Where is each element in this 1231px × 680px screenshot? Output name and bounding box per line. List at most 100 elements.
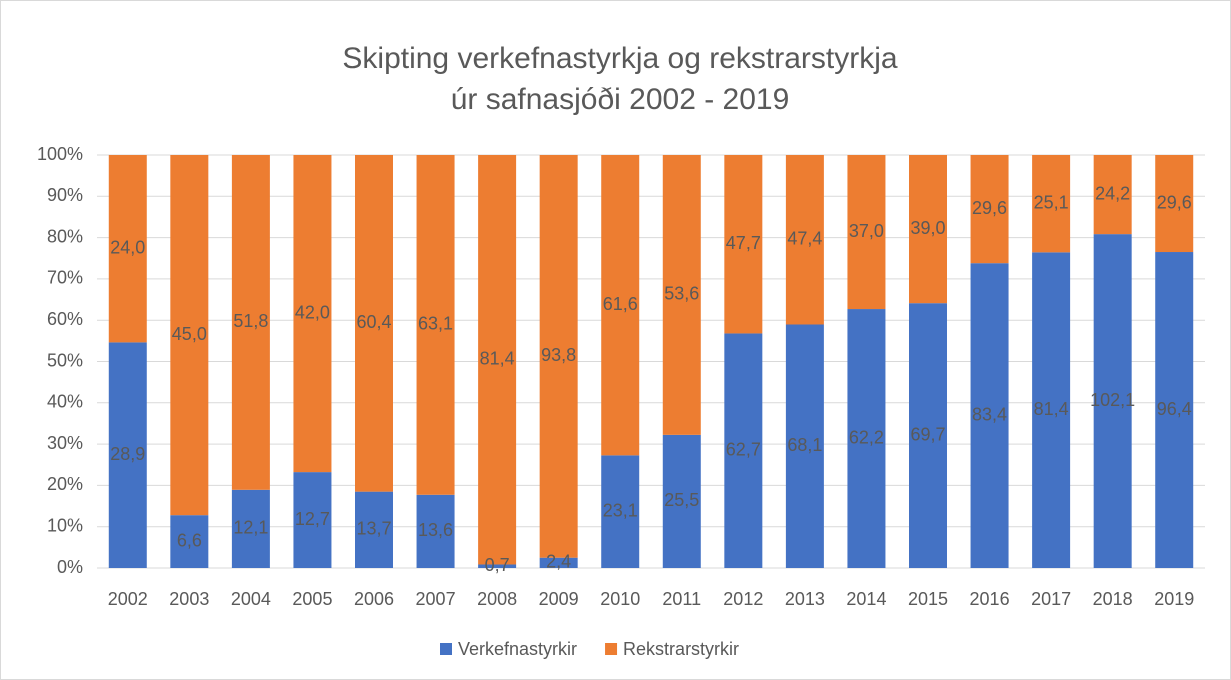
data-label: 47,7 bbox=[726, 233, 761, 253]
data-label: 63,1 bbox=[418, 314, 453, 334]
bar-segment bbox=[170, 515, 209, 568]
x-tick-label: 2019 bbox=[1154, 589, 1194, 609]
data-label: 69,7 bbox=[910, 424, 945, 444]
x-tick-label: 2018 bbox=[1093, 589, 1133, 609]
data-label: 6,6 bbox=[177, 530, 202, 550]
bar-segment bbox=[909, 155, 947, 304]
x-tick-label: 2007 bbox=[416, 589, 456, 609]
y-tick-label: 10% bbox=[47, 515, 83, 535]
x-tick-label: 2011 bbox=[662, 589, 701, 609]
bar-segment bbox=[847, 155, 886, 310]
bar-segment bbox=[970, 155, 1009, 264]
x-tick-label: 2015 bbox=[908, 589, 948, 609]
data-label: 83,4 bbox=[972, 404, 1007, 424]
bar-segment bbox=[724, 333, 763, 568]
x-tick-label: 2002 bbox=[108, 589, 148, 609]
data-label: 13,7 bbox=[356, 519, 391, 539]
bar-segment bbox=[355, 491, 393, 568]
data-label: 61,6 bbox=[603, 294, 638, 314]
x-tick-label: 2008 bbox=[477, 589, 517, 609]
bar-segment bbox=[539, 557, 578, 568]
bar-segment bbox=[170, 155, 209, 516]
data-label: 12,7 bbox=[295, 509, 330, 529]
chart-title: Skipting verkefnastyrkja og rekstrarstyr… bbox=[342, 42, 898, 75]
bar-segment bbox=[108, 342, 147, 568]
data-label: 42,0 bbox=[295, 302, 330, 322]
y-tick-label: 30% bbox=[47, 433, 83, 453]
x-tick-label: 2006 bbox=[354, 589, 394, 609]
data-label: 81,4 bbox=[1034, 399, 1069, 419]
x-tick-label: 2016 bbox=[970, 589, 1010, 609]
legend-swatch bbox=[440, 643, 452, 655]
bar-segment bbox=[1032, 155, 1071, 253]
data-label: 25,1 bbox=[1034, 192, 1069, 212]
y-tick-label: 50% bbox=[47, 350, 83, 370]
x-tick-label: 2010 bbox=[600, 589, 640, 609]
data-label: 102,1 bbox=[1090, 390, 1135, 410]
bar-segment bbox=[108, 155, 147, 343]
bar-segment bbox=[231, 489, 270, 568]
chart-title: úr safnasjóði 2002 - 2019 bbox=[451, 83, 790, 116]
x-tick-label: 2009 bbox=[539, 589, 579, 609]
bar-segment bbox=[1155, 155, 1194, 253]
data-label: 2,4 bbox=[546, 552, 571, 572]
bar-segment bbox=[785, 324, 824, 568]
bar-segment bbox=[1032, 252, 1071, 568]
x-tick-label: 2005 bbox=[292, 589, 332, 609]
data-label: 62,7 bbox=[726, 439, 761, 459]
y-tick-label: 100% bbox=[37, 144, 83, 164]
bar-segment bbox=[601, 455, 640, 568]
bar-segment bbox=[355, 155, 393, 492]
data-label: 62,2 bbox=[849, 427, 884, 447]
bar-segment bbox=[601, 155, 640, 456]
data-label: 68,1 bbox=[787, 435, 822, 455]
legend-label: Verkefnastyrkir bbox=[458, 639, 577, 659]
x-tick-label: 2012 bbox=[723, 589, 763, 609]
bar-segment bbox=[416, 494, 455, 568]
data-label: 53,6 bbox=[664, 284, 699, 304]
bar-segment bbox=[724, 155, 763, 334]
data-label: 29,6 bbox=[1157, 192, 1192, 212]
bar-segment bbox=[293, 472, 332, 568]
data-label: 60,4 bbox=[356, 312, 391, 332]
data-label: 81,4 bbox=[480, 348, 515, 368]
y-tick-label: 80% bbox=[47, 226, 83, 246]
bar-segment bbox=[478, 564, 517, 568]
y-tick-label: 40% bbox=[47, 392, 83, 412]
x-tick-label: 2013 bbox=[785, 589, 825, 609]
data-label: 39,0 bbox=[910, 218, 945, 238]
data-label: 29,6 bbox=[972, 198, 1007, 218]
y-tick-label: 20% bbox=[47, 474, 83, 494]
data-label: 28,9 bbox=[110, 444, 145, 464]
bar-segment bbox=[416, 155, 455, 495]
x-tick-label: 2003 bbox=[169, 589, 209, 609]
legend-label: Rekstrarstyrkir bbox=[623, 639, 739, 659]
x-tick-label: 2017 bbox=[1031, 589, 1071, 609]
bar-segment bbox=[539, 155, 578, 558]
bar-segment bbox=[785, 155, 824, 325]
data-label: 93,8 bbox=[541, 345, 576, 365]
data-label: 13,6 bbox=[418, 520, 453, 540]
legend-swatch bbox=[605, 643, 618, 655]
x-tick-label: 2014 bbox=[846, 589, 886, 609]
y-tick-label: 90% bbox=[47, 185, 83, 205]
y-tick-label: 0% bbox=[57, 557, 83, 577]
bar-segment bbox=[970, 263, 1009, 568]
data-label: 45,0 bbox=[172, 324, 207, 344]
bar-segment bbox=[293, 155, 332, 473]
bar-segment bbox=[231, 155, 270, 490]
data-label: 12,1 bbox=[233, 518, 268, 538]
data-label: 37,0 bbox=[849, 221, 884, 241]
bar-segment bbox=[1155, 252, 1194, 568]
y-tick-label: 60% bbox=[47, 309, 83, 329]
bar-segment bbox=[478, 155, 517, 565]
data-label: 0,7 bbox=[485, 555, 510, 575]
data-label: 25,5 bbox=[664, 490, 699, 510]
data-label: 23,1 bbox=[603, 500, 638, 520]
data-label: 24,0 bbox=[110, 237, 145, 257]
data-label: 96,4 bbox=[1157, 399, 1192, 419]
bar-segment bbox=[847, 309, 886, 568]
data-label: 51,8 bbox=[233, 311, 268, 331]
y-tick-label: 70% bbox=[47, 268, 83, 288]
